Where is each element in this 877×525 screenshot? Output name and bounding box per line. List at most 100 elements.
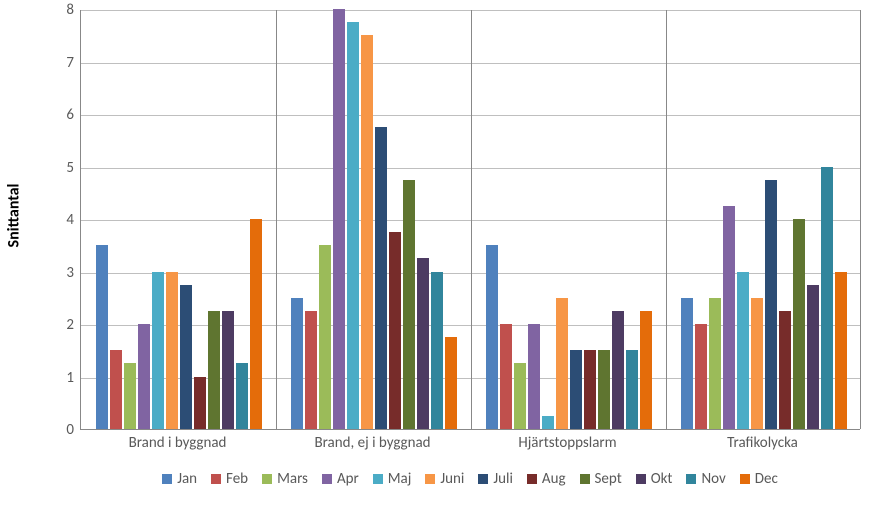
bar [166,272,178,430]
bar [403,180,415,429]
bars-layer [81,10,860,429]
bar [417,258,429,429]
bar [514,363,526,429]
grouped-bar-chart: Snittantal 012345678 Brand i byggnadBran… [0,0,877,525]
legend-swatch [162,474,172,484]
bar [124,363,136,429]
bar [821,167,833,430]
bar [737,272,749,430]
y-tick-label: 0 [66,421,74,439]
legend-swatch [527,474,537,484]
plot-area [80,10,860,430]
y-tick-label: 6 [66,106,74,124]
bar [361,35,373,429]
legend-swatch [740,474,750,484]
bar [389,232,401,429]
legend-swatch [373,474,383,484]
bar [445,337,457,429]
bar [194,377,206,430]
legend-label: Nov [701,470,725,488]
legend-label: Okt [651,470,673,488]
bar [626,350,638,429]
y-tick-label: 8 [66,1,74,19]
legend-label: Apr [337,470,359,488]
legend-item: Maj [373,470,412,488]
legend-item: Jan [162,470,197,488]
x-axis-labels: Brand i byggnad Brand, ej i byggnad Hjärts… [80,434,860,464]
y-tick-label: 7 [66,54,74,72]
category-separator [860,10,861,429]
legend-label: Aug [542,470,566,488]
x-axis-label: Brand i byggnad [129,434,227,452]
legend-swatch [425,474,435,484]
bar [208,311,220,429]
x-axis-label: Brand, ej i byggnad [314,434,430,452]
legend-item: Aug [527,470,566,488]
legend-label: Juni [440,470,464,488]
bar [835,272,847,430]
bar [333,9,345,429]
legend-swatch [478,474,488,484]
bar [723,206,735,429]
bar [709,298,721,429]
legend-item: Mars [262,470,308,488]
legend-item: Juli [478,470,513,488]
legend-item: Dec [740,470,778,488]
bar [584,350,596,429]
bar [152,272,164,430]
bar [612,311,624,429]
y-axis-title: Snittantal [5,183,24,247]
bar [236,363,248,429]
x-axis-label: Hjärtstoppslarm [518,434,616,452]
legend-item: Okt [636,470,673,488]
legend-swatch [686,474,696,484]
bar [138,324,150,429]
bar [319,245,331,429]
legend-swatch [211,474,221,484]
bar [779,311,791,429]
y-tick-label: 5 [66,159,74,177]
legend-label: Dec [755,470,778,488]
legend-item: Juni [425,470,464,488]
legend: Jan Feb Mars Apr Maj Juni Juli Aug Sept Okt Nov Dec [80,470,860,488]
bar [500,324,512,429]
legend-item: Nov [686,470,725,488]
bar [305,311,317,429]
x-axis-label: Trafikolycka [727,434,798,452]
legend-label: Jan [177,470,197,488]
legend-label: Feb [226,470,248,488]
legend-swatch [262,474,272,484]
legend-item: Sept [580,470,622,488]
bar [681,298,693,429]
legend-label: Sept [595,470,622,488]
legend-item: Feb [211,470,248,488]
bar [528,324,540,429]
bar [751,298,763,429]
legend-label: Juli [493,470,513,488]
bar [375,127,387,429]
bar [431,272,443,430]
bar [640,311,652,429]
y-axis-title-container: Snittantal [0,0,28,430]
y-tick-label: 4 [66,211,74,229]
bar [807,285,819,429]
legend-item: Apr [322,470,359,488]
bar [598,350,610,429]
bar [486,245,498,429]
bar [793,219,805,429]
bar [347,22,359,429]
legend-swatch [636,474,646,484]
y-tick-label: 3 [66,264,74,282]
legend-swatch [580,474,590,484]
legend-label: Maj [388,470,412,488]
bar [291,298,303,429]
bar [542,416,554,429]
y-axis-ticks: 012345678 [30,10,78,430]
bar [695,324,707,429]
bar [570,350,582,429]
bar [765,180,777,429]
legend-swatch [322,474,332,484]
bar [222,311,234,429]
bar [250,219,262,429]
legend-label: Mars [277,470,308,488]
